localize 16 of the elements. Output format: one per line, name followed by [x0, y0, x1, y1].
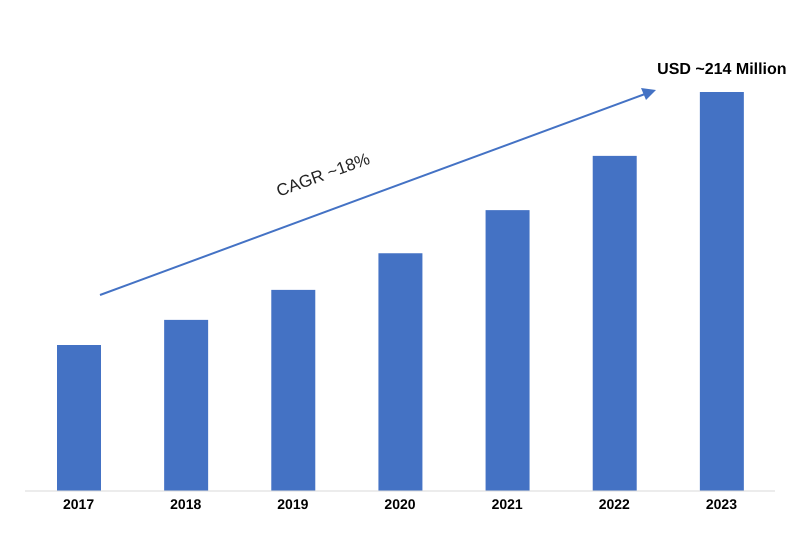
x-tick-label: 2021 — [492, 496, 523, 512]
x-tick-label: 2018 — [170, 496, 202, 512]
bar — [57, 344, 101, 491]
bar — [592, 156, 637, 491]
bar — [486, 210, 530, 491]
bar — [700, 92, 744, 491]
x-tick-label: 2017 — [62, 496, 94, 512]
annotation: CAGR ~18% — [274, 149, 372, 200]
bar — [164, 320, 208, 491]
annotation: USD ~214 Million — [657, 61, 787, 78]
bar — [378, 253, 422, 491]
x-tick-label: 2020 — [384, 496, 416, 512]
x-tick-label: 2023 — [706, 496, 738, 512]
x-tick-label: 2022 — [598, 496, 630, 512]
bar — [271, 290, 316, 491]
x-tick-label: 2019 — [277, 496, 309, 512]
